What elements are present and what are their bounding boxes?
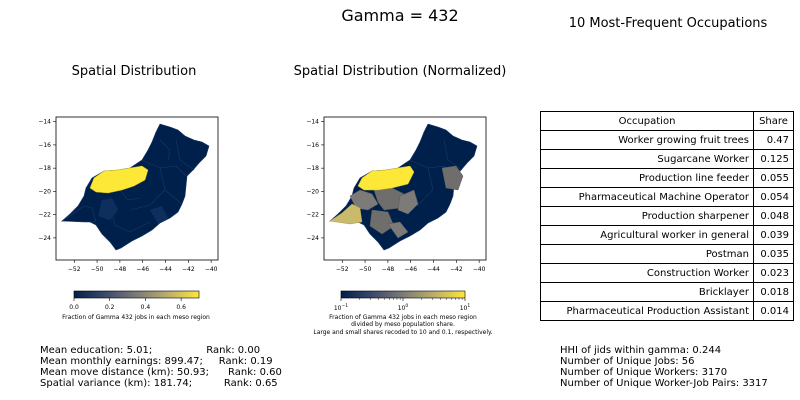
map1-xtick-label: −46 [136,266,149,273]
map2-ytick-label: −16 [306,142,319,149]
map2-xtick-label: −48 [382,266,395,273]
share-cell: 0.023 [754,264,794,283]
map-spatial-distribution-normalized: −52 −50 −48 −46 −44 −42 −40 −14 −16 −18 −20 −22 −24 [306,117,486,273]
map2-xtick-label: −44 [427,266,440,273]
colorbar1-tick-label: 0.4 [141,304,151,311]
occupation-cell: Construction Worker [541,264,754,283]
share-cell: 0.055 [754,169,794,188]
stat-line: Mean move distance (km): 50.93; Rank: 0.… [40,367,282,378]
table-row: Postman 0.035 [541,245,794,264]
stat-line: Mean monthly earnings: 899.47; Rank: 0.1… [40,356,282,367]
map2-xtick-label: −50 [359,266,372,273]
share-cell: 0.018 [754,283,794,302]
colorbar2-ticks: 10−1 100 101 [334,298,471,312]
map2-ytick-label: −22 [306,212,319,219]
occupations-table: Occupation Share Worker growing fruit tr… [540,111,794,321]
table-row: Pharmaceutical Machine Operator 0.054 [541,188,794,207]
colorbar2-label-line2: divided by meso population share. [351,321,455,328]
occupation-cell: Pharmaceutical Production Assistant [541,302,754,321]
map1-y-axis: −14 −16 −18 −20 −22 −24 [38,119,56,242]
colorbar-linear: 0.0 0.2 0.4 0.6 Fraction of Gamma 432 jobs … [62,291,210,321]
colorbar2-label-line3: Large and small shares recoded to 10 and… [313,329,492,336]
map2-xtick-label: −42 [450,266,463,273]
map1-xtick-label: −40 [205,266,218,273]
map2-xtick-label: −46 [404,266,417,273]
colorbar1-tick-label: 0.2 [105,304,115,311]
occupation-cell: Worker growing fruit trees [541,131,754,150]
share-cell: 0.054 [754,188,794,207]
share-cell: 0.035 [754,245,794,264]
colorbar2-tick-label: 101 [460,303,471,312]
map1-ytick-label: −16 [38,142,51,149]
map1-ytick-label: −20 [38,188,51,195]
map2-ytick-label: −18 [306,165,319,172]
column-header-share: Share [754,112,794,131]
colorbar1-tick-label: 0.0 [69,304,79,311]
colorbar1-label: Fraction of Gamma 432 jobs in each meso … [62,314,210,321]
map1-xtick-label: −48 [114,266,127,273]
map1-ytick-label: −22 [38,212,51,219]
occupation-cell: Production sharpener [541,207,754,226]
table-row: Worker growing fruit trees 0.47 [541,131,794,150]
colorbar2-label-line1: Fraction of Gamma 432 jobs in each meso … [329,314,477,321]
table-row: Agricultural worker in general 0.039 [541,226,794,245]
occupations-table-header: Occupation Share [541,112,794,131]
colorbar2-gradient [341,291,465,298]
stat-line: Number of Unique Workers: 3170 [560,367,768,378]
occupation-cell: Bricklayer [541,283,754,302]
map1-xtick-label: −52 [68,266,81,273]
map1-xtick-label: −42 [182,266,195,273]
colorbar1-gradient [74,291,199,298]
colorbar1-ticks: 0.0 0.2 0.4 0.6 [69,298,186,311]
colorbar2-tick-label: 10−1 [334,303,348,312]
table-row: Sugarcane Worker 0.125 [541,150,794,169]
occupation-cell: Postman [541,245,754,264]
map1-ytick-label: −14 [38,119,51,126]
map2-ytick-label: −24 [306,235,319,242]
map1-x-axis: −52 −50 −48 −46 −44 −42 −40 [68,260,218,273]
share-cell: 0.039 [754,226,794,245]
share-cell: 0.048 [754,207,794,226]
stat-line: Number of Unique Jobs: 56 [560,356,768,367]
stat-line: Mean education: 5.01; Rank: 0.00 [40,345,282,356]
stat-line: HHI of jids within gamma: 0.244 [560,345,768,356]
stat-line: Spatial variance (km): 181.74; Rank: 0.6… [40,378,282,389]
table-row: Construction Worker 0.023 [541,264,794,283]
map2-y-axis: −14 −16 −18 −20 −22 −24 [306,119,324,242]
map-spatial-distribution: −52 −50 −48 −46 −44 −42 −40 −14 −16 −18 −20 −22 −24 [38,117,218,273]
map2-xtick-label: −52 [336,266,349,273]
table-row: Production line feeder 0.055 [541,169,794,188]
share-cell: 0.47 [754,131,794,150]
table-row: Bricklayer 0.018 [541,283,794,302]
map1-ytick-label: −18 [38,165,51,172]
map1-state-body [62,124,209,250]
occupation-cell: Production line feeder [541,169,754,188]
share-cell: 0.014 [754,302,794,321]
occupation-cell: Pharmaceutical Machine Operator [541,188,754,207]
colorbar1-tick-label: 0.6 [176,304,186,311]
map2-xtick-label: −40 [473,266,486,273]
stats-left-block: Mean education: 5.01; Rank: 0.00 Mean mon… [40,345,282,389]
stats-right-block: HHI of jids within gamma: 0.244 Number of… [560,345,768,389]
colorbar2-tick-label: 100 [398,303,409,312]
stat-line: Number of Unique Worker-Job Pairs: 3317 [560,378,768,389]
map1-ytick-label: −24 [38,235,51,242]
column-header-occupation: Occupation [541,112,754,131]
table-row: Production sharpener 0.048 [541,207,794,226]
occupation-cell: Agricultural worker in general [541,226,754,245]
map2-x-axis: −52 −50 −48 −46 −44 −42 −40 [336,260,486,273]
table-row: Pharmaceutical Production Assistant 0.014 [541,302,794,321]
map1-xtick-label: −50 [91,266,104,273]
share-cell: 0.125 [754,150,794,169]
occupation-cell: Sugarcane Worker [541,150,754,169]
map1-xtick-label: −44 [159,266,172,273]
map2-ytick-label: −14 [306,119,319,126]
colorbar-log: 10−1 100 101 Fraction of Gamma 432 jobs in… [313,291,492,336]
map2-ytick-label: −20 [306,188,319,195]
